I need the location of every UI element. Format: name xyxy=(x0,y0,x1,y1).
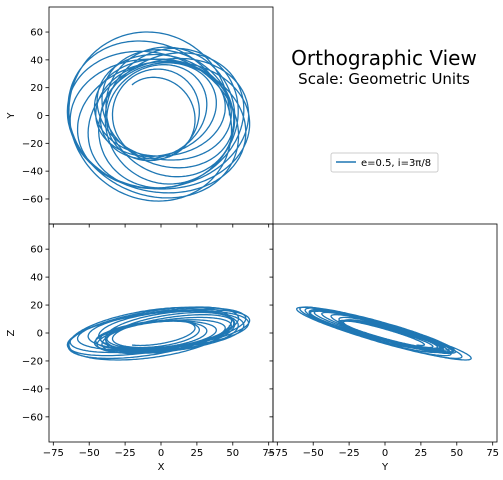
x-tick-label-xz: −75 xyxy=(43,448,64,459)
panel-yz: −75 −50 −25 0 25 50 75 Y xyxy=(267,223,499,473)
legend-label: e=0.5, i=3π/8 xyxy=(361,158,431,169)
y-tick-label-xy: 0 xyxy=(37,111,43,122)
x-tick-label-yz: 0 xyxy=(382,448,388,459)
x-tick-label-yz: 50 xyxy=(450,448,463,459)
x-tick-label-xz: −25 xyxy=(115,448,136,459)
x-tick-label-yz: 75 xyxy=(486,448,499,459)
panel-xz: −75 −50 −25 0 25 50 75 −60 −40 −20 0 20 40 60 X Z xyxy=(6,223,275,473)
legend: e=0.5, i=3π/8 xyxy=(330,152,439,173)
y-tick-label-xz: 20 xyxy=(30,301,43,312)
chart-subtitle: Scale: Geometric Units xyxy=(298,70,470,88)
y-tick-label-xz: 40 xyxy=(30,273,43,284)
x-tick-label-yz: −75 xyxy=(267,448,288,459)
x-axis-label-yz: Y xyxy=(381,462,389,473)
panel-xy: −60 −40 −20 0 20 40 60 Y xyxy=(6,6,274,228)
y-tick-label-xy: 40 xyxy=(30,55,43,66)
orbit-line-xz xyxy=(66,306,251,361)
axes-frame-xy xyxy=(48,6,274,225)
y-tick-label-xz: −60 xyxy=(22,412,43,423)
x-tick-label-xz: 75 xyxy=(262,448,275,459)
y-tick-label-xy: −40 xyxy=(22,167,43,178)
x-tick-label-yz: −50 xyxy=(303,448,324,459)
y-axis-label-xy: Y xyxy=(6,112,17,120)
x-tick-label-xz: 25 xyxy=(191,448,204,459)
y-tick-label-xz: 0 xyxy=(37,329,43,340)
y-axis-label-xz: Z xyxy=(6,329,17,336)
x-tick-label-yz: 25 xyxy=(415,448,428,459)
x-tick-label-xz: 0 xyxy=(158,448,164,459)
x-axis-label-xz: X xyxy=(158,462,165,473)
x-tick-label-yz: −25 xyxy=(339,448,360,459)
y-tick-label-xy: −60 xyxy=(22,194,43,205)
x-tick-label-xz: 50 xyxy=(226,448,239,459)
x-tick-label-xz: −50 xyxy=(79,448,100,459)
orbit-line-yz xyxy=(296,306,472,361)
axes-frame-yz xyxy=(272,223,498,443)
y-tick-label-xy: −20 xyxy=(22,139,43,150)
y-tick-label-xy: 60 xyxy=(30,28,43,39)
y-tick-label-xy: 20 xyxy=(30,83,43,94)
y-tick-label-xz: −20 xyxy=(22,356,43,367)
orbit-line-xy xyxy=(66,31,251,202)
chart-title: Orthographic View xyxy=(291,46,477,70)
y-tick-label-xz: −40 xyxy=(22,384,43,395)
y-tick-label-xz: 60 xyxy=(30,245,43,256)
